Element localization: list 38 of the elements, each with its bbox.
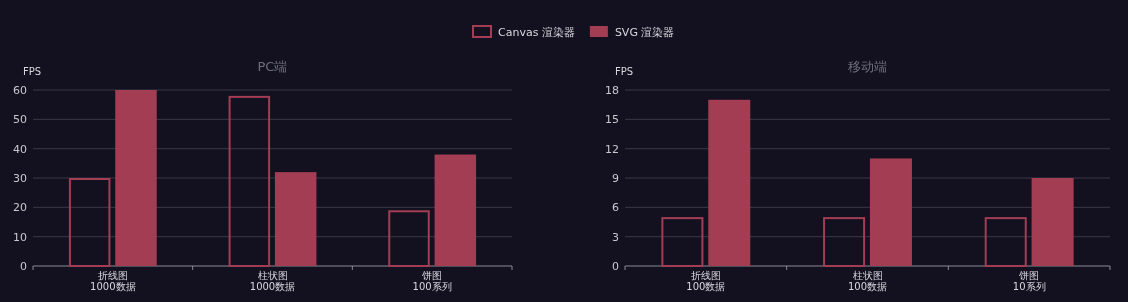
x-tick-label: 柱状图 100数据 bbox=[847, 270, 888, 292]
y-tick-label: 40 bbox=[13, 142, 27, 156]
y-tick-label: 15 bbox=[605, 113, 619, 127]
y-tick-label: 50 bbox=[13, 113, 27, 127]
y-axis-title: FPS bbox=[615, 66, 634, 77]
bar bbox=[115, 90, 157, 266]
bar bbox=[661, 217, 704, 267]
y-tick-label: 60 bbox=[13, 84, 27, 97]
x-tick-label: 饼图 100系列 bbox=[412, 270, 452, 292]
chart-title: PC端 bbox=[257, 59, 288, 74]
y-tick-label: 12 bbox=[605, 142, 619, 156]
bar bbox=[984, 217, 1027, 267]
bar bbox=[708, 99, 751, 266]
y-tick-label: 10 bbox=[13, 230, 27, 244]
y-tick-label: 20 bbox=[13, 201, 27, 215]
bar bbox=[823, 217, 866, 267]
bar bbox=[274, 172, 317, 266]
chart-title: 移动端 bbox=[848, 59, 887, 74]
y-tick-label: 3 bbox=[612, 230, 619, 244]
bar bbox=[869, 158, 912, 266]
y-tick-label: 18 bbox=[605, 84, 619, 97]
x-tick-label: 柱状图 1000数据 bbox=[249, 270, 296, 292]
legend-label: SVG 渲染器 bbox=[614, 26, 675, 39]
y-tick-label: 0 bbox=[20, 260, 27, 273]
y-tick-label: 0 bbox=[612, 260, 619, 273]
bar bbox=[68, 178, 111, 267]
bar bbox=[434, 154, 477, 266]
bar bbox=[388, 210, 430, 267]
x-tick-label: 饼图 10系列 bbox=[1012, 270, 1046, 292]
y-axis-title: FPS bbox=[23, 66, 42, 77]
bar bbox=[1031, 178, 1074, 266]
y-tick-label: 6 bbox=[612, 201, 619, 215]
bar bbox=[228, 95, 271, 267]
legend-label: Canvas 渲染器 bbox=[498, 26, 575, 39]
y-tick-label: 9 bbox=[612, 172, 619, 185]
y-tick-label: 30 bbox=[13, 172, 27, 185]
x-tick-label: 折线图 1000数据 bbox=[90, 270, 136, 292]
x-tick-label: 折线图 100数据 bbox=[686, 270, 726, 292]
